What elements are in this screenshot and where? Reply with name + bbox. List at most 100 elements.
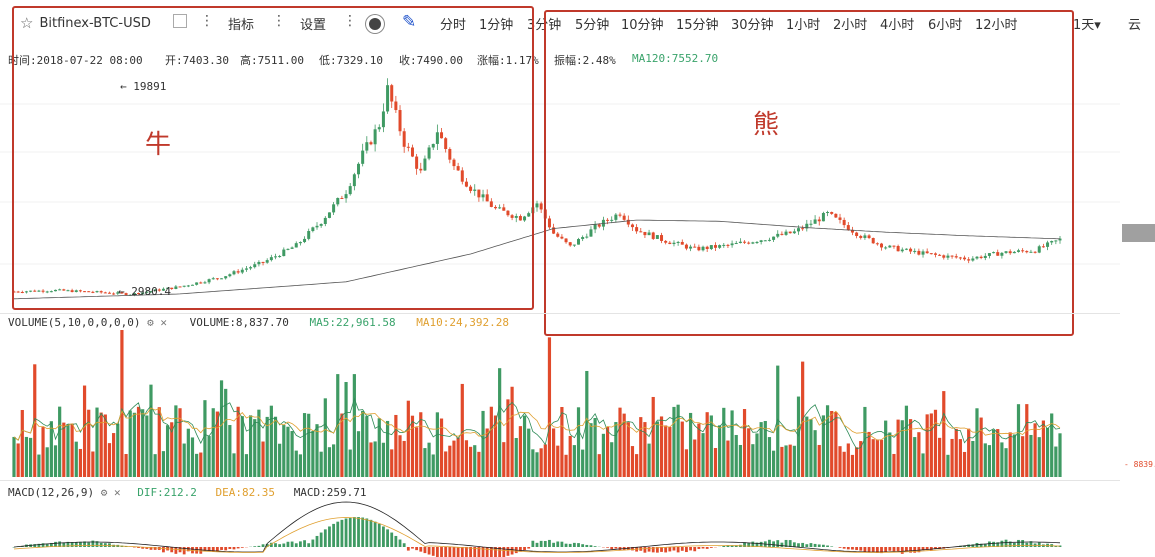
- macd-bar: [572, 542, 576, 547]
- volume-bar: [311, 431, 315, 477]
- draw-tool-icon[interactable]: ✎: [402, 12, 417, 32]
- macd-bar: [489, 547, 493, 557]
- settings-gear-icon[interactable]: ⚙: [100, 486, 108, 499]
- macd-bar: [647, 547, 651, 552]
- macd-bar: [506, 547, 510, 556]
- more-menu-icon[interactable]: ⋮: [200, 13, 214, 29]
- macd-bar: [631, 547, 634, 551]
- close-icon[interactable]: ✕: [160, 316, 167, 329]
- macd-bar: [925, 547, 929, 550]
- macd-bar: [1004, 539, 1008, 547]
- star-icon[interactable]: ☆: [20, 14, 34, 32]
- volume-bar: [809, 419, 813, 477]
- volume-bar: [70, 423, 74, 477]
- macd-bar: [79, 541, 82, 547]
- macd-bar: [560, 541, 564, 547]
- macd-bar: [668, 547, 672, 552]
- interval-tab-10[interactable]: 6小时: [928, 18, 963, 33]
- interval-tab-5[interactable]: 15分钟: [676, 18, 719, 33]
- volume-bar: [946, 454, 950, 477]
- interval-tab-8[interactable]: 2小时: [833, 18, 868, 33]
- macd-bar: [95, 541, 99, 547]
- macd-bar: [37, 543, 41, 547]
- chart-type-icon[interactable]: [173, 14, 187, 28]
- macd-bar: [979, 543, 983, 547]
- volume-bar: [518, 426, 522, 477]
- macd-bar: [199, 547, 203, 554]
- volume-bar: [560, 406, 564, 477]
- volume-bar: [116, 423, 120, 477]
- volume-bar: [456, 437, 460, 477]
- volume-bar: [190, 437, 195, 477]
- interval-tab-7[interactable]: 1小时: [786, 18, 821, 33]
- bull-market-box: [12, 6, 534, 310]
- macd-bar: [635, 547, 639, 552]
- settings-gear-icon[interactable]: ⚙: [147, 316, 154, 329]
- volume-bar: [452, 440, 456, 477]
- volume-bar: [33, 364, 37, 477]
- volume-bar: [796, 396, 801, 477]
- macd-bar: [618, 547, 622, 551]
- macd-bar: [20, 546, 24, 547]
- interval-tab-3[interactable]: 5分钟: [575, 18, 610, 33]
- macd-bar: [153, 547, 157, 550]
- volume-bar: [468, 446, 473, 477]
- volume-bar: [742, 409, 747, 477]
- macd-bar: [817, 544, 821, 547]
- macd-panel-header: MACD(12,26,9) ⚙ ✕ DIF:212.2 DEA:82.35 MA…: [8, 486, 367, 499]
- volume-bar: [128, 410, 132, 477]
- macd-bar: [880, 547, 883, 554]
- volume-bar: [680, 421, 684, 477]
- macd-bar: [390, 532, 394, 547]
- volume-bar: [622, 413, 626, 477]
- interval-tab-9[interactable]: 4小时: [880, 18, 915, 33]
- volume-bar: [390, 449, 394, 477]
- volume-bar: [967, 428, 971, 477]
- volume-bar: [751, 444, 755, 477]
- settings-button[interactable]: 设置: [300, 18, 327, 33]
- macd-bar: [357, 517, 360, 547]
- interval-tab-4[interactable]: 10分钟: [621, 18, 664, 33]
- interval-tab-11[interactable]: 12小时: [975, 18, 1018, 33]
- interval-tab-1[interactable]: 1分钟: [479, 18, 514, 33]
- macd-bar: [1017, 539, 1020, 547]
- volume-bar: [298, 454, 303, 477]
- volume-bar: [12, 436, 16, 477]
- volume-bar: [82, 385, 87, 477]
- macd-bar: [170, 547, 174, 553]
- close-icon[interactable]: ✕: [113, 486, 121, 499]
- volume-bar: [676, 404, 680, 477]
- volume-bar: [24, 436, 29, 477]
- volume-bar: [709, 415, 713, 477]
- macd-bar: [195, 547, 199, 554]
- volume-bar: [726, 440, 730, 477]
- macd-bar: [1033, 543, 1037, 547]
- volume-bar: [904, 405, 909, 477]
- macd-bar: [178, 547, 182, 553]
- macd-bar: [971, 544, 975, 547]
- volume-bar: [174, 405, 178, 477]
- volume-bar: [693, 439, 697, 477]
- symbol-selector[interactable]: ☆ Bitfinex-BTC-USD: [20, 14, 151, 32]
- volume-bar: [402, 440, 406, 477]
- macd-bar: [784, 539, 788, 547]
- volume-bar: [170, 422, 174, 477]
- macd-bar: [830, 546, 834, 547]
- macd-bar: [336, 521, 340, 547]
- interval-dropdown[interactable]: 1天▾: [1073, 18, 1101, 33]
- macd-bar: [855, 547, 859, 551]
- volume-bar: [323, 398, 327, 477]
- interval-tab-0[interactable]: 分时: [440, 18, 467, 33]
- more-menu-icon[interactable]: ⋮: [343, 13, 357, 29]
- indicators-button[interactable]: 指标: [228, 18, 255, 33]
- more-menu-icon[interactable]: ⋮: [272, 13, 286, 29]
- theme-toggle-icon[interactable]: [369, 18, 381, 30]
- macd-bar: [99, 542, 103, 547]
- volume-bar: [639, 417, 643, 477]
- macd-bar: [726, 545, 730, 547]
- macd-bar: [734, 545, 738, 547]
- macd-bar: [792, 542, 796, 547]
- macd-bar: [738, 544, 742, 547]
- interval-tab-6[interactable]: 30分钟: [731, 18, 774, 33]
- volume-bar: [219, 380, 224, 477]
